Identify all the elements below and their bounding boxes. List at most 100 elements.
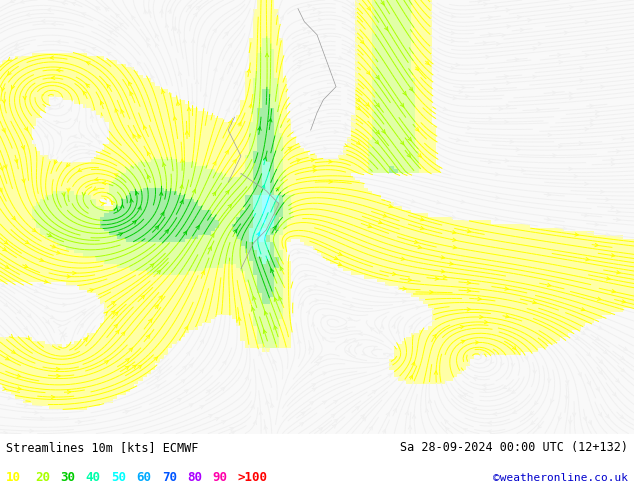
FancyArrowPatch shape (379, 330, 382, 334)
FancyArrowPatch shape (220, 77, 223, 80)
FancyArrowPatch shape (459, 90, 462, 94)
FancyArrowPatch shape (12, 216, 15, 220)
FancyArrowPatch shape (349, 317, 352, 320)
FancyArrowPatch shape (334, 130, 338, 133)
FancyArrowPatch shape (121, 110, 124, 114)
FancyArrowPatch shape (513, 410, 517, 413)
FancyArrowPatch shape (180, 200, 183, 204)
FancyArrowPatch shape (548, 379, 551, 382)
FancyArrowPatch shape (56, 121, 60, 124)
FancyArrowPatch shape (274, 326, 277, 329)
FancyArrowPatch shape (585, 327, 588, 330)
FancyArrowPatch shape (347, 49, 351, 53)
FancyArrowPatch shape (376, 130, 379, 134)
FancyArrowPatch shape (390, 354, 394, 357)
FancyArrowPatch shape (50, 56, 54, 59)
FancyArrowPatch shape (494, 87, 497, 91)
FancyArrowPatch shape (50, 316, 54, 318)
FancyArrowPatch shape (392, 272, 396, 275)
FancyArrowPatch shape (245, 376, 249, 380)
FancyArrowPatch shape (45, 306, 49, 309)
FancyArrowPatch shape (55, 160, 57, 164)
FancyArrowPatch shape (259, 411, 262, 415)
FancyArrowPatch shape (48, 234, 52, 237)
FancyArrowPatch shape (512, 346, 516, 350)
FancyArrowPatch shape (496, 42, 500, 46)
FancyArrowPatch shape (90, 289, 93, 292)
FancyArrowPatch shape (585, 21, 588, 24)
FancyArrowPatch shape (178, 72, 182, 75)
FancyArrowPatch shape (262, 185, 265, 189)
FancyArrowPatch shape (197, 6, 200, 10)
FancyArrowPatch shape (569, 97, 573, 99)
FancyArrowPatch shape (575, 233, 578, 236)
FancyArrowPatch shape (4, 165, 7, 169)
FancyArrowPatch shape (302, 27, 306, 31)
FancyArrowPatch shape (443, 107, 447, 110)
FancyArrowPatch shape (517, 16, 521, 19)
FancyArrowPatch shape (585, 182, 588, 186)
FancyArrowPatch shape (42, 19, 45, 23)
FancyArrowPatch shape (161, 212, 164, 216)
FancyArrowPatch shape (456, 138, 460, 142)
FancyArrowPatch shape (394, 202, 397, 205)
FancyArrowPatch shape (4, 431, 7, 435)
FancyArrowPatch shape (585, 54, 588, 57)
FancyArrowPatch shape (17, 310, 21, 314)
FancyArrowPatch shape (484, 320, 488, 324)
FancyArrowPatch shape (303, 45, 307, 49)
FancyArrowPatch shape (559, 416, 562, 420)
FancyArrowPatch shape (24, 265, 28, 268)
FancyArrowPatch shape (460, 325, 464, 329)
FancyArrowPatch shape (4, 241, 8, 244)
FancyArrowPatch shape (467, 308, 470, 311)
FancyArrowPatch shape (162, 163, 165, 167)
FancyArrowPatch shape (488, 430, 491, 433)
FancyArrowPatch shape (276, 13, 279, 17)
FancyArrowPatch shape (318, 11, 321, 14)
FancyArrowPatch shape (193, 13, 197, 17)
FancyArrowPatch shape (521, 169, 525, 172)
FancyArrowPatch shape (434, 371, 437, 374)
FancyArrowPatch shape (202, 44, 205, 48)
FancyArrowPatch shape (129, 82, 132, 86)
FancyArrowPatch shape (346, 348, 350, 352)
FancyArrowPatch shape (441, 256, 444, 259)
FancyArrowPatch shape (57, 103, 60, 107)
FancyArrowPatch shape (191, 39, 195, 43)
FancyArrowPatch shape (61, 1, 65, 5)
FancyArrowPatch shape (496, 196, 499, 199)
FancyArrowPatch shape (323, 372, 327, 375)
FancyArrowPatch shape (114, 312, 118, 316)
FancyArrowPatch shape (82, 13, 86, 16)
FancyArrowPatch shape (100, 101, 103, 105)
FancyArrowPatch shape (119, 233, 122, 236)
FancyArrowPatch shape (563, 227, 566, 230)
FancyArrowPatch shape (40, 258, 43, 261)
FancyArrowPatch shape (259, 352, 262, 356)
FancyArrowPatch shape (515, 58, 519, 61)
FancyArrowPatch shape (107, 52, 111, 55)
FancyArrowPatch shape (213, 162, 216, 165)
FancyArrowPatch shape (331, 414, 335, 417)
FancyArrowPatch shape (493, 352, 496, 356)
FancyArrowPatch shape (90, 115, 94, 119)
FancyArrowPatch shape (67, 189, 70, 192)
FancyArrowPatch shape (269, 119, 272, 122)
FancyArrowPatch shape (416, 306, 419, 309)
FancyArrowPatch shape (202, 271, 204, 275)
FancyArrowPatch shape (183, 231, 186, 235)
FancyArrowPatch shape (382, 129, 385, 133)
FancyArrowPatch shape (482, 384, 486, 387)
FancyArrowPatch shape (565, 396, 568, 399)
Text: 30: 30 (60, 471, 75, 484)
FancyArrowPatch shape (393, 409, 396, 413)
FancyArrowPatch shape (121, 332, 125, 336)
FancyArrowPatch shape (323, 337, 326, 341)
FancyArrowPatch shape (587, 352, 590, 356)
FancyArrowPatch shape (147, 175, 150, 179)
FancyArrowPatch shape (345, 83, 349, 86)
FancyArrowPatch shape (114, 324, 117, 328)
FancyArrowPatch shape (132, 16, 135, 20)
FancyArrowPatch shape (415, 67, 418, 71)
